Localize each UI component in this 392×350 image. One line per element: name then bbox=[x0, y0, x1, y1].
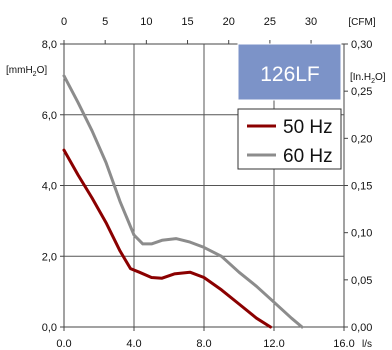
legend-label-60hz: 60 Hz bbox=[283, 146, 333, 167]
y-left-unit-label: [mmH2O] bbox=[6, 65, 47, 78]
y-right-tick-label-2: 0,10 bbox=[351, 228, 372, 240]
x-bottom-tick-label-3: 12.0 bbox=[263, 338, 284, 350]
series-lines bbox=[62, 74, 304, 329]
model-label-box: 126LF bbox=[237, 43, 342, 101]
x-bottom-tick-label-1: 4.0 bbox=[126, 338, 141, 350]
x-bottom-unit-label: l/s bbox=[362, 339, 372, 350]
x-bottom-tick-label-2: 8.0 bbox=[196, 338, 211, 350]
y-left-tick-label-2: 4,0 bbox=[42, 181, 57, 193]
x-top-unit-label: [CFM] bbox=[348, 17, 375, 28]
y-left-tick-label-4: 8,0 bbox=[42, 39, 57, 51]
y-right-unit-label: [In.H2O] bbox=[350, 72, 386, 85]
y-right-tick-label-5: 0,25 bbox=[351, 86, 372, 98]
legend: 50 Hz 60 Hz bbox=[237, 108, 342, 170]
y-left-tick-label-1: 2,0 bbox=[42, 251, 57, 263]
x-bottom-tick-label-4: 16.0 bbox=[333, 338, 354, 350]
model-label-text: 126LF bbox=[260, 63, 320, 86]
legend-label-50hz: 50 Hz bbox=[283, 117, 333, 138]
y-right-tick-label-1: 0,05 bbox=[351, 275, 372, 287]
x-top-tick-label-6: 30 bbox=[305, 16, 317, 28]
series-line-60hz bbox=[62, 74, 304, 329]
y-left-tick-label-3: 6,0 bbox=[42, 110, 57, 122]
legend-frame bbox=[237, 108, 342, 170]
series-line-50hz bbox=[62, 148, 272, 329]
y-left-tick-label-0: 0,0 bbox=[42, 322, 57, 334]
x-top-tick-label-2: 10 bbox=[140, 16, 152, 28]
x-top-tick-label-3: 15 bbox=[181, 16, 193, 28]
x-top-tick-label-0: 0 bbox=[61, 16, 67, 28]
y-right-tick-label-4: 0,20 bbox=[351, 133, 372, 145]
x-top-tick-label-1: 5 bbox=[102, 16, 108, 28]
x-top-tick-label-4: 20 bbox=[223, 16, 235, 28]
x-top-tick-label-5: 25 bbox=[264, 16, 276, 28]
y-right-tick-label-0: 0,00 bbox=[351, 322, 372, 334]
y-right-tick-label-3: 0,15 bbox=[351, 181, 372, 193]
model-label-background bbox=[237, 43, 342, 101]
axes: 0.0 4.0 8.0 12.0 16.0 l/s 0 5 10 15 20 25 30 [CFM] 0,0… bbox=[6, 16, 386, 350]
x-bottom-tick-label-0: 0.0 bbox=[56, 338, 71, 350]
y-right-tick-label-6: 0,30 bbox=[351, 39, 372, 51]
